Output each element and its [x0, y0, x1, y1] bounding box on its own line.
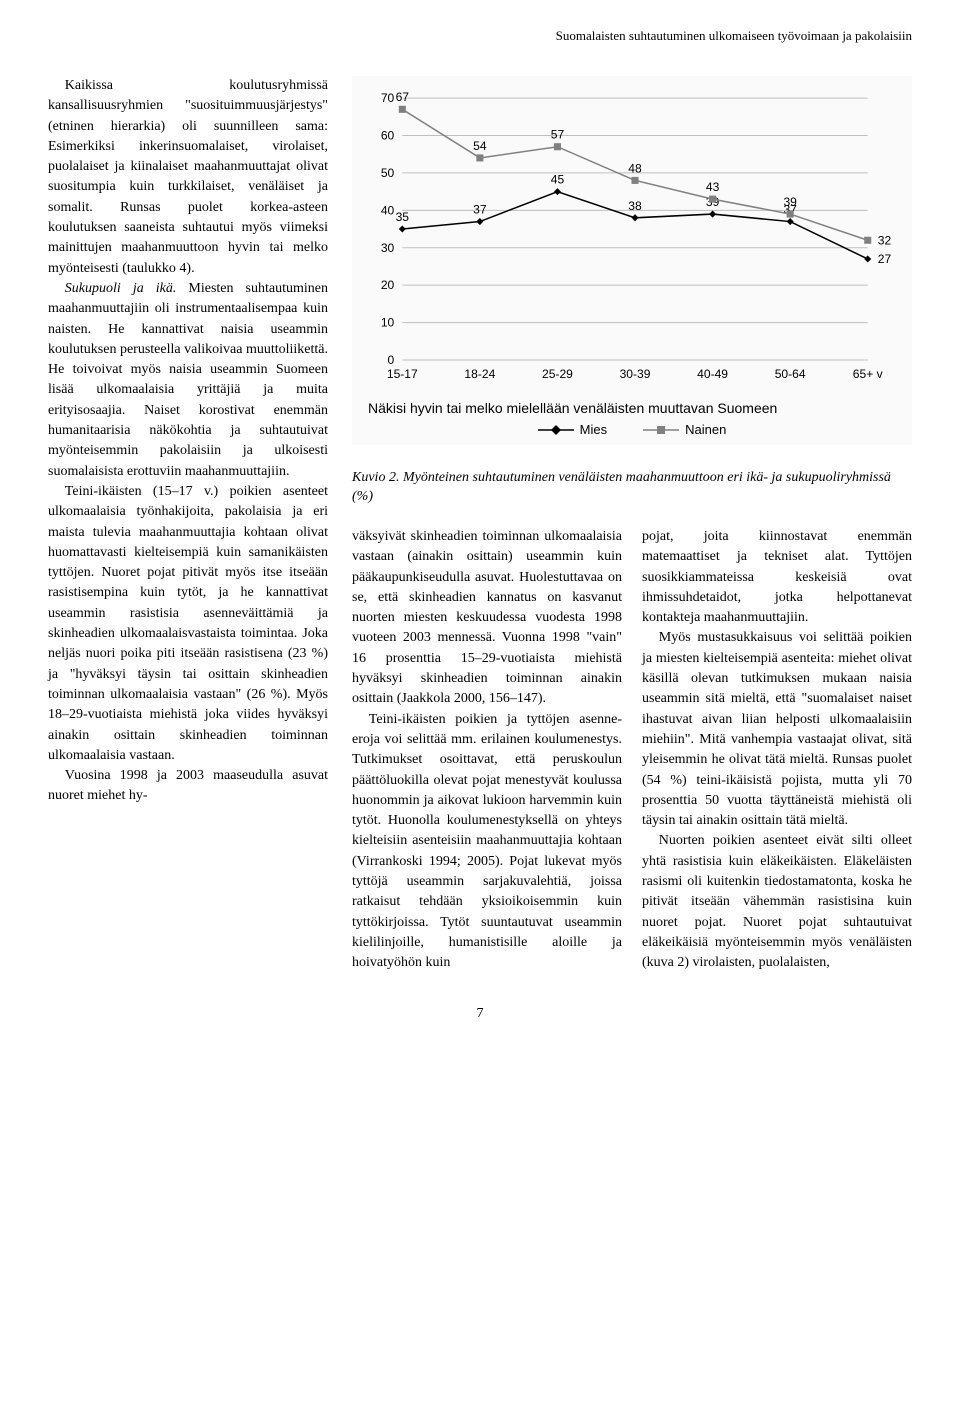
figure-caption: Kuvio 2. Myönteinen suhtautuminen venälä…: [352, 469, 912, 507]
svg-text:10: 10: [381, 316, 395, 330]
para-text: Miesten suhtautuminen maahanmuuttajiin o…: [48, 281, 328, 479]
svg-text:37: 37: [473, 202, 487, 216]
svg-text:50: 50: [381, 166, 395, 180]
svg-text:65+ v: 65+ v: [853, 367, 883, 381]
chart-legend: Mies Nainen: [360, 422, 904, 437]
para: Vuosina 1998 ja 2003 maaseudulla asuvat …: [48, 766, 328, 807]
svg-text:70: 70: [381, 91, 395, 105]
svg-text:39: 39: [783, 195, 797, 209]
svg-text:40: 40: [381, 203, 395, 217]
svg-text:20: 20: [381, 278, 395, 292]
para: Teini-ikäisten poikien ja tyttöjen asenn…: [352, 710, 622, 974]
svg-text:0: 0: [388, 353, 395, 367]
svg-text:27: 27: [878, 252, 892, 266]
para: Nuorten poikien asenteet eivät silti oll…: [642, 831, 912, 973]
svg-text:57: 57: [551, 128, 565, 142]
svg-text:30: 30: [381, 241, 395, 255]
right-text-column: pojat, joita kiinnostavat enemmän matema…: [642, 527, 912, 974]
svg-text:38: 38: [628, 199, 642, 213]
svg-text:18-24: 18-24: [464, 367, 495, 381]
svg-text:32: 32: [878, 233, 892, 247]
svg-text:43: 43: [706, 180, 720, 194]
svg-text:60: 60: [381, 129, 395, 143]
svg-text:48: 48: [628, 161, 642, 175]
svg-text:25-29: 25-29: [542, 367, 573, 381]
svg-text:30-39: 30-39: [620, 367, 651, 381]
para: Teini-ikäisten (15–17 v.) poikien asente…: [48, 482, 328, 766]
svg-text:35: 35: [396, 210, 410, 224]
para-lead-italic: Sukupuoli ja ikä.: [65, 281, 177, 296]
svg-text:40-49: 40-49: [697, 367, 728, 381]
svg-text:50-64: 50-64: [775, 367, 806, 381]
running-header: Suomalaisten suhtautuminen ulkomaiseen t…: [48, 28, 912, 44]
svg-text:45: 45: [551, 173, 565, 187]
svg-text:54: 54: [473, 139, 487, 153]
legend-item: Nainen: [643, 422, 726, 437]
left-text-column: Kaikissa koulutusryhmissä kansallisuusry…: [48, 76, 328, 974]
middle-text-column: väksyivät skinheadien toiminnan ulkomaal…: [352, 527, 622, 974]
legend-item: Mies: [538, 422, 607, 437]
svg-text:15-17: 15-17: [387, 367, 418, 381]
para: Sukupuoli ja ikä. Miesten suhtautuminen …: [48, 279, 328, 482]
svg-text:67: 67: [396, 90, 410, 104]
line-chart: 0 10 20 30 40 50 60 70 15-17 18-24 25-29 30-39 40-49…: [360, 88, 904, 390]
page-number: 7: [48, 1006, 912, 1022]
chart-subtitle: Näkisi hyvin tai melko mielellään venälä…: [368, 400, 904, 416]
chart-container: 0 10 20 30 40 50 60 70 15-17 18-24 25-29 30-39 40-49…: [352, 76, 912, 445]
para: pojat, joita kiinnostavat enemmän matema…: [642, 527, 912, 628]
para: Myös mustasukkaisuus voi selittää poikie…: [642, 628, 912, 831]
para: Kaikissa koulutusryhmissä kansallisuusry…: [48, 76, 328, 279]
para: väksyivät skinheadien toiminnan ulkomaal…: [352, 527, 622, 710]
